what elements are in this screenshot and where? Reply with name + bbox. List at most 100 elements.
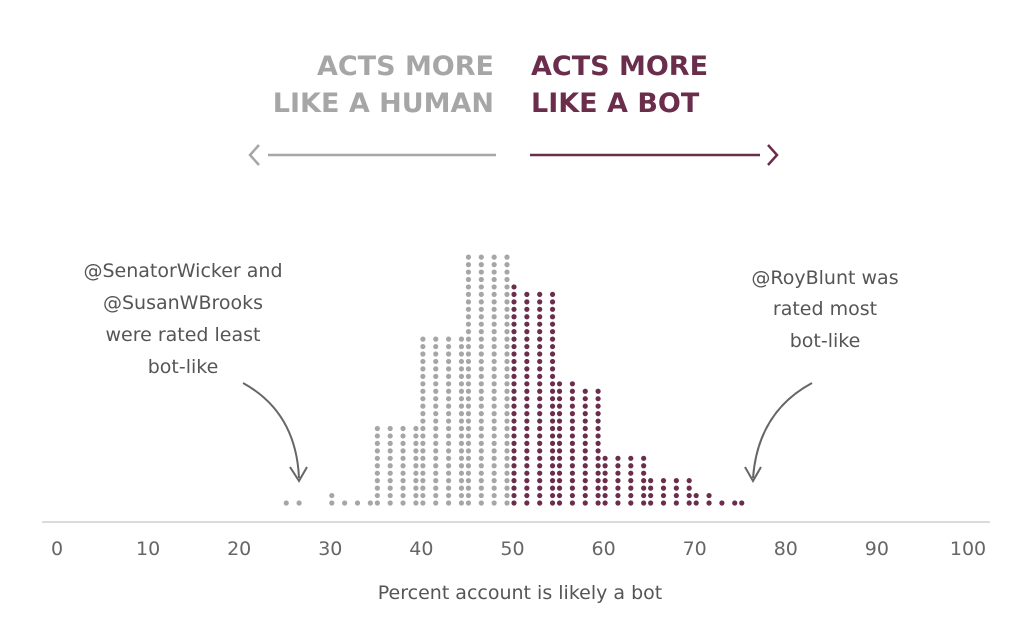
dot-45-1-2: [478, 485, 484, 491]
dot-50-2-2: [537, 485, 543, 491]
bot-direction-arrow: [530, 144, 779, 166]
dot-45-2-17: [491, 373, 497, 379]
dot-50-0-26: [511, 306, 517, 312]
dot-45-3-12: [504, 411, 510, 417]
dot-65-1-2: [660, 485, 667, 491]
dot-55-0-13: [556, 403, 563, 409]
dot-55-0-4: [556, 470, 563, 476]
dot-45-1-27: [478, 299, 484, 305]
dot-45-0-19: [465, 358, 472, 365]
dot-45-0-29: [465, 284, 472, 290]
dot-50-3-17: [549, 373, 556, 379]
dot-40-3-20: [458, 351, 465, 357]
dot-55-2-5: [582, 463, 588, 469]
dot-35-1-7: [387, 448, 393, 454]
dot-45-3-10: [504, 425, 510, 432]
dot-45-1-10: [478, 425, 484, 432]
dot-45-0-25: [465, 314, 472, 320]
dot-50-2-13: [537, 403, 543, 409]
x-axis-label: Percent account is likely a bot: [378, 582, 662, 604]
dot-50-2-18: [537, 366, 543, 372]
dot-45-3-20: [504, 351, 510, 357]
dot-50-0-2: [511, 485, 517, 491]
dot-45-1-29: [478, 284, 484, 290]
dot-45-0-21: [465, 343, 472, 350]
dot-50-3-27: [549, 299, 556, 305]
dot-55-0-8: [556, 440, 563, 446]
dot-50-1-14: [524, 396, 530, 402]
dot-40-1-16: [433, 381, 439, 387]
dot-45-2-21: [491, 343, 497, 350]
dot-55-1-11: [569, 418, 576, 424]
dot-45-2-28: [491, 291, 497, 297]
dot-60-2-1: [628, 492, 634, 499]
dot-45-2-19: [491, 358, 497, 365]
dot-60-3-3: [641, 478, 647, 484]
dot-45-1-13: [478, 403, 484, 409]
dot-50-2-24: [537, 321, 543, 327]
dot-40-2-11: [446, 418, 452, 424]
dot-45-3-22: [504, 336, 510, 342]
dot-45-2-27: [491, 299, 497, 305]
dot-45-0-7: [465, 448, 472, 454]
dot-45-2-20: [491, 351, 497, 357]
dot-50-0-5: [511, 463, 517, 469]
dot-50-2-6: [537, 455, 543, 461]
x-tick-label-100: 100: [950, 538, 986, 560]
dot-55-2-0: [582, 500, 588, 506]
dot-55-2-14: [582, 396, 588, 402]
dot-45-0-2: [465, 485, 472, 491]
dot-45-3-4: [504, 470, 510, 476]
dot-50-0-0: [511, 500, 517, 506]
dot-50-0-24: [511, 321, 517, 327]
dot-50-0-20: [511, 351, 517, 357]
dot-70-1-0: [706, 500, 712, 506]
dot-55-1-9: [569, 433, 576, 439]
dot-70-0-1: [693, 492, 699, 499]
dot-45-2-29: [491, 284, 497, 290]
dot-40-1-14: [433, 396, 439, 402]
dot-45-2-12: [491, 411, 497, 417]
dot-50-0-25: [511, 314, 517, 320]
dot-40-3-21: [458, 343, 465, 350]
dot-40-0-2: [420, 485, 426, 491]
dot-35-1-10: [387, 425, 393, 432]
dot-50-3-15: [549, 388, 556, 394]
dot-40-2-1: [446, 492, 452, 499]
dot-40-2-20: [446, 351, 452, 357]
dot-50-1-8: [524, 440, 530, 446]
dot-50-1-22: [524, 336, 530, 342]
dot-50-1-25: [524, 314, 530, 320]
dot-45-3-31: [504, 269, 510, 275]
dot-40-1-3: [433, 478, 439, 484]
dot-35-2-10: [400, 425, 406, 432]
dot-65-0-3: [648, 478, 654, 484]
dot-55-2-7: [582, 448, 588, 454]
dot-45-1-6: [478, 455, 484, 461]
dot-45-3-6: [504, 455, 510, 461]
dot-50-1-2: [524, 485, 530, 491]
dot-40-1-21: [433, 343, 439, 350]
dot-40-2-0: [446, 500, 452, 506]
dot-55-3-4: [595, 470, 601, 476]
dot-column-55: [556, 381, 601, 506]
dot-45-1-23: [478, 329, 484, 335]
dot-50-3-12: [549, 411, 556, 417]
dot-45-1-4: [478, 470, 484, 476]
annotation-right-line2: rated most: [773, 298, 877, 320]
dot-40-0-6: [420, 455, 426, 461]
dot-55-1-16: [569, 381, 576, 387]
dot-45-0-11: [465, 418, 472, 424]
dot-50-1-12: [524, 411, 530, 417]
dot-55-1-2: [569, 485, 576, 491]
dot-columns: [283, 254, 745, 506]
dot-35-3-7: [413, 448, 419, 454]
dot-50-2-17: [537, 373, 543, 379]
dot-50-1-0: [524, 500, 530, 506]
dot-45-0-12: [465, 411, 472, 417]
dot-50-0-8: [511, 440, 517, 446]
dot-55-2-12: [582, 411, 588, 417]
dot-45-3-14: [504, 396, 510, 402]
dot-60-1-0: [615, 500, 621, 506]
dot-55-2-11: [582, 418, 588, 424]
